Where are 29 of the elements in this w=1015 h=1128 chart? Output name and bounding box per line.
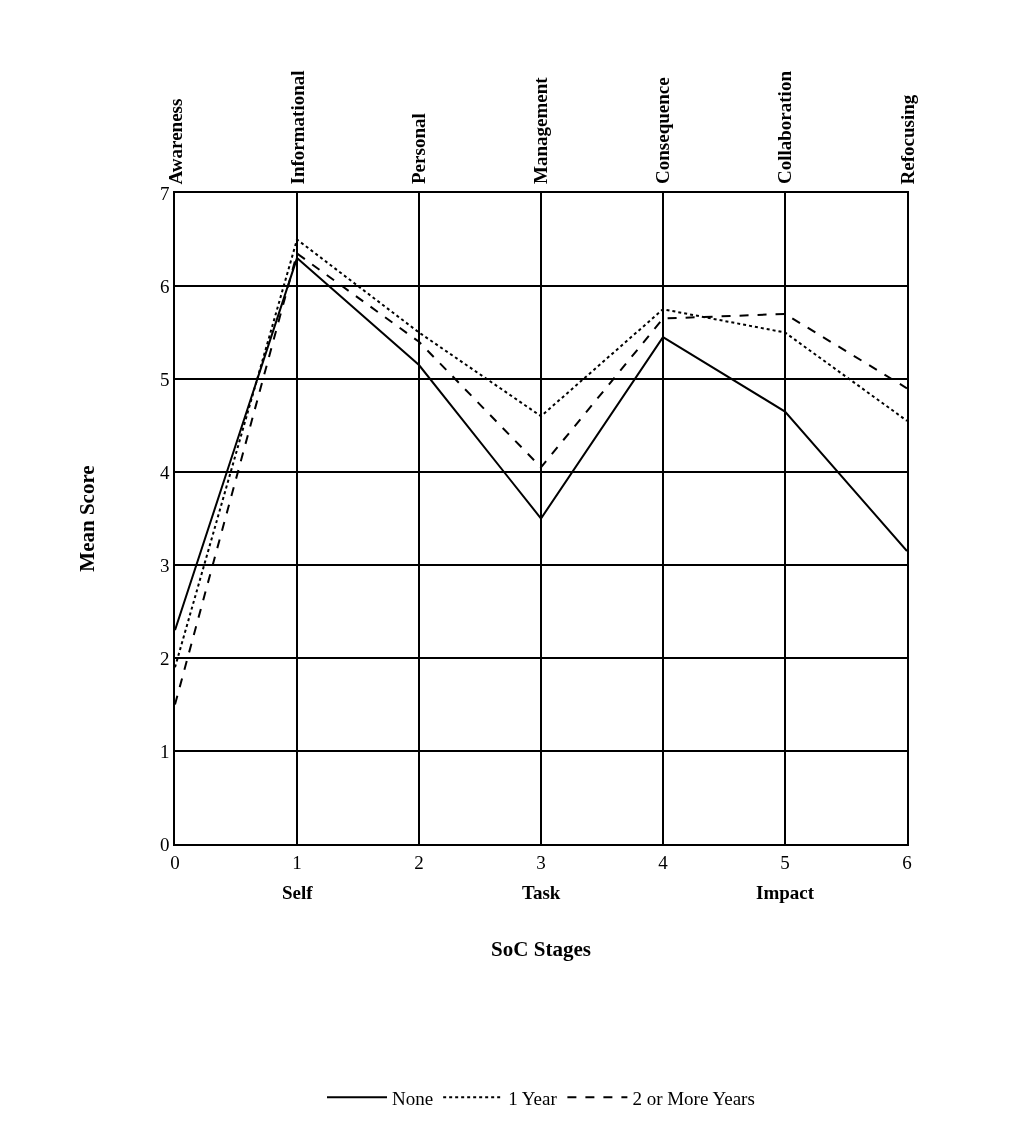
y-tick-label: 1 <box>159 740 170 762</box>
legend-label: 2 or More Years <box>632 1087 755 1109</box>
legend-label: None <box>392 1087 434 1109</box>
text: Collaboration <box>774 70 796 184</box>
x-tick-label: 1 <box>292 851 302 873</box>
text: Awareness <box>164 98 186 185</box>
x-tick-label: 5 <box>780 851 790 873</box>
x-tick-label: 2 <box>414 851 424 873</box>
legend-label: 1 Year <box>508 1087 558 1109</box>
y-tick-label: 4 <box>159 461 170 483</box>
text: Task <box>522 882 561 903</box>
y-tick-label: 2 <box>159 647 170 669</box>
y-tick-label: 3 <box>159 554 170 576</box>
text: Consequence <box>652 77 674 184</box>
x-tick-label: 3 <box>536 851 546 873</box>
y-tick-label: 6 <box>159 275 170 297</box>
text: Informational <box>286 70 308 185</box>
text: Self <box>282 882 314 903</box>
x-axis-title: SoC Stages <box>491 937 591 962</box>
text: Personal <box>408 113 430 184</box>
y-tick-label: 7 <box>159 182 170 204</box>
text: Impact <box>756 882 815 903</box>
text: Management <box>530 76 552 184</box>
x-tick-label: 4 <box>658 851 669 873</box>
y-tick-label: 5 <box>159 368 170 390</box>
text: Refocusing <box>896 94 918 185</box>
y-axis-title: Mean Score <box>74 465 99 572</box>
y-tick-label: 0 <box>159 833 170 855</box>
x-tick-label: 6 <box>902 851 912 873</box>
